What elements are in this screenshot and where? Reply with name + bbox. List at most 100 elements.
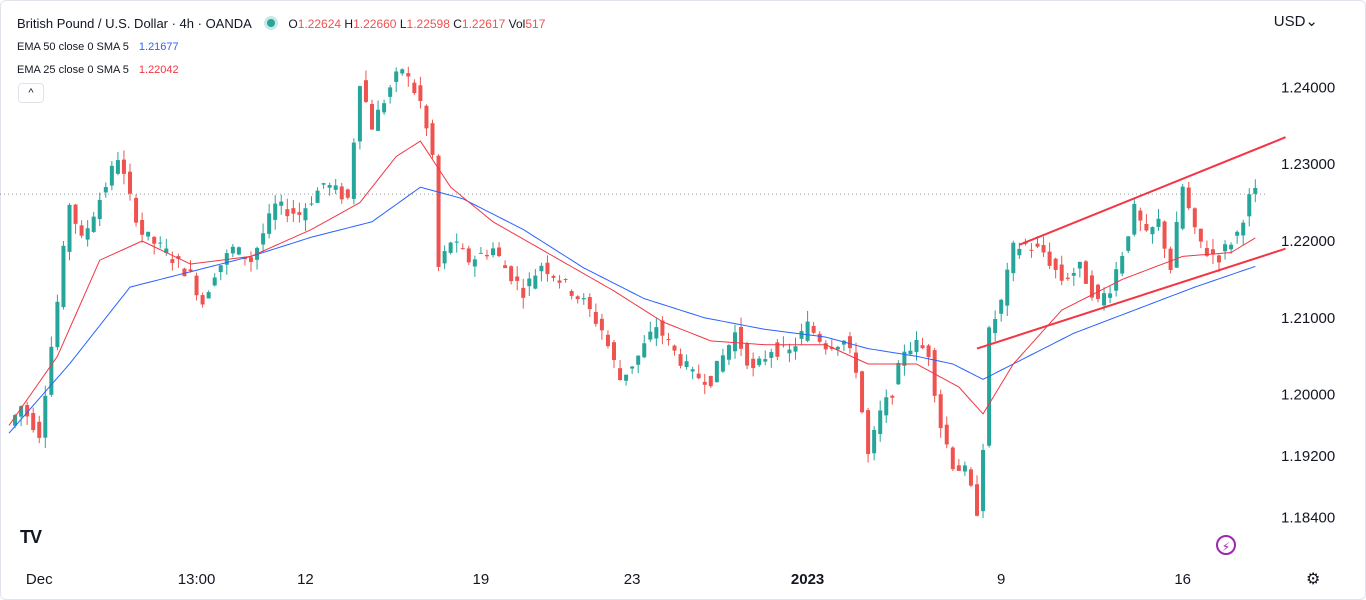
candle-body xyxy=(854,352,858,373)
candle-body xyxy=(896,363,901,385)
candle-body xyxy=(49,346,54,395)
candles xyxy=(13,66,1258,519)
candle-body xyxy=(115,160,120,174)
ema50-line xyxy=(8,186,1256,434)
time-tick-label: 16 xyxy=(1174,571,1191,588)
currency-selector[interactable]: USD⌄ xyxy=(1273,13,1318,30)
candle-body xyxy=(981,450,986,512)
chart-legend: British Pound / U.S. Dollar · 4h · OANDA… xyxy=(17,12,545,82)
candle-body xyxy=(999,299,1004,314)
candle-body xyxy=(860,371,865,413)
candle-body xyxy=(678,354,683,366)
channel-upper-line[interactable] xyxy=(1018,136,1286,246)
candle-body xyxy=(152,236,157,244)
candle-body xyxy=(642,343,647,358)
candle-body xyxy=(1247,194,1252,217)
candle-body xyxy=(696,373,701,379)
candle-body xyxy=(1126,236,1131,251)
candle-body xyxy=(944,424,949,445)
candle-body xyxy=(1192,208,1197,228)
candle-body xyxy=(914,339,919,352)
price-axis[interactable]: 1.24000 1.23000 1.22000 1.21000 1.20000 1.192… xyxy=(1281,79,1335,526)
candle-body xyxy=(73,204,78,224)
candle-body xyxy=(273,203,278,220)
candle-body xyxy=(194,275,199,296)
candle-body xyxy=(1005,269,1010,306)
candle-body xyxy=(805,321,810,341)
candle-body xyxy=(406,73,411,77)
time-tick-label: 19 xyxy=(473,571,490,588)
candle-body xyxy=(757,358,762,366)
channel-lower-line[interactable] xyxy=(976,247,1286,350)
candle-body xyxy=(733,332,737,352)
lightning-icon[interactable]: ⚡ xyxy=(1216,535,1236,555)
candle-body xyxy=(478,252,483,254)
candle-body xyxy=(660,320,665,336)
price-tick-label: 1.18400 xyxy=(1281,510,1335,527)
candle-body xyxy=(726,345,731,360)
candle-body xyxy=(1065,277,1070,279)
candle-body xyxy=(763,359,768,362)
candle-body xyxy=(926,345,931,358)
candle-body xyxy=(394,71,399,82)
candle-body xyxy=(521,287,526,298)
candle-body xyxy=(557,280,562,283)
gear-icon[interactable]: ⚙ xyxy=(1306,571,1321,588)
candle-body xyxy=(884,397,889,416)
candle-body xyxy=(630,366,635,369)
candle-body xyxy=(79,225,84,236)
candle-body xyxy=(321,183,326,185)
candle-body xyxy=(1162,221,1167,249)
price-tick-label: 1.19200 xyxy=(1281,448,1335,465)
candle-body xyxy=(1229,244,1234,250)
candle-body xyxy=(648,331,653,340)
time-tick-label: 23 xyxy=(624,571,641,588)
candle-body xyxy=(13,415,18,426)
candle-body xyxy=(599,318,604,331)
time-axis[interactable]: Dec 13:00 12 19 23 2023 9 16 xyxy=(26,571,1191,588)
candle-body xyxy=(279,201,284,206)
candle-body xyxy=(91,216,96,232)
market-status-icon xyxy=(266,19,275,27)
candle-body xyxy=(890,395,895,398)
candle-body xyxy=(993,319,998,334)
candle-body xyxy=(400,69,405,74)
candle-body xyxy=(376,109,381,131)
candle-body xyxy=(618,368,623,380)
candle-body xyxy=(37,421,42,438)
candle-body xyxy=(769,352,774,358)
candle-body xyxy=(55,301,60,348)
candle-body xyxy=(200,295,205,305)
candle-body xyxy=(1011,242,1016,274)
candle-body xyxy=(1108,293,1113,298)
candle-body xyxy=(430,123,435,155)
candle-body xyxy=(1198,228,1203,242)
candle-body xyxy=(605,334,610,347)
candle-body xyxy=(908,350,913,355)
candle-body xyxy=(491,248,495,256)
candle-body xyxy=(1217,255,1221,263)
candle-body xyxy=(146,231,151,237)
candle-body xyxy=(624,374,629,381)
candle-body xyxy=(666,339,671,341)
tradingview-logo-icon[interactable]: TV xyxy=(20,527,42,547)
candle-body xyxy=(503,265,508,269)
symbol-title[interactable]: British Pound / U.S. Dollar · 4h · OANDA xyxy=(17,16,252,31)
candle-body xyxy=(1204,247,1209,256)
chevron-down-icon: ⌄ xyxy=(1305,13,1318,30)
candle-body xyxy=(442,251,447,264)
candle-body xyxy=(612,342,616,361)
candle-body xyxy=(412,82,417,94)
candle-body xyxy=(533,275,538,289)
candle-body xyxy=(593,311,598,324)
indicator-ema50[interactable]: EMA 50 close 0 SMA 5 1.21677 xyxy=(17,41,179,53)
candle-body xyxy=(878,410,883,435)
candle-body xyxy=(1053,258,1058,270)
candle-body xyxy=(793,346,798,352)
candle-body xyxy=(382,103,387,113)
candle-body xyxy=(1120,256,1125,274)
collapse-legend-button[interactable]: ^ xyxy=(18,83,44,103)
candle-body xyxy=(1114,269,1119,291)
indicator-ema25[interactable]: EMA 25 close 0 SMA 5 1.22042 xyxy=(17,64,179,76)
